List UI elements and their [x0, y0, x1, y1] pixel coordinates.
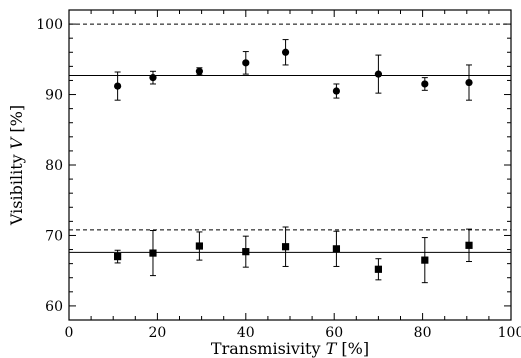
x-axis-title-text: Transmisivity	[211, 339, 321, 358]
x-tick-label: 0	[65, 325, 74, 341]
x-tick-label: 20	[148, 325, 166, 341]
circle-data-point	[149, 74, 157, 82]
square-data-point	[465, 241, 473, 249]
circle-data-point	[465, 78, 473, 87]
square-data-point	[114, 252, 122, 261]
circle-data-point	[332, 87, 341, 95]
circle-data-point	[114, 82, 122, 90]
y-axis-title-variable: V	[7, 136, 26, 149]
square-data-point	[332, 245, 341, 253]
x-axis-title: Transmisivity T [%]	[211, 339, 369, 358]
x-tick-label: 100	[498, 325, 521, 341]
circle-data-point	[374, 70, 382, 78]
x-axis-title-variable: T	[326, 339, 338, 358]
circle-data-point	[242, 59, 250, 67]
plot-frame	[68, 9, 512, 321]
square-data-point	[281, 243, 290, 251]
square-data-point	[195, 242, 203, 250]
tick-labels: 0 20 40 60 80 100 60 70 80 90 100	[36, 17, 521, 341]
x-tick-label: 40	[237, 325, 255, 341]
circle-data-point	[195, 67, 203, 75]
y-tick-label: 70	[45, 228, 63, 244]
reference-lines	[69, 23, 511, 253]
square-data-point	[242, 248, 250, 256]
y-tick-label: 60	[45, 299, 63, 315]
data-series	[114, 39, 473, 284]
y-axis-title-unit: [%]	[7, 105, 26, 133]
square-data-point	[374, 265, 382, 273]
square-data-point	[421, 256, 429, 264]
circle-data-point	[281, 48, 290, 56]
y-tick-label: 90	[45, 88, 63, 104]
x-tick-label: 60	[325, 325, 343, 341]
y-tick-label: 100	[36, 17, 63, 33]
axis-ticks	[68, 9, 512, 321]
x-axis-title-unit: [%]	[341, 339, 369, 358]
y-axis-title: Visibility V [%]	[7, 105, 26, 226]
square-series	[114, 226, 473, 284]
circle-data-point	[421, 80, 429, 88]
x-tick-label: 80	[414, 325, 432, 341]
y-axis-title-text: Visibility	[7, 154, 26, 226]
y-tick-label: 80	[45, 158, 63, 174]
circle-series	[114, 39, 473, 101]
square-data-point	[149, 249, 157, 257]
